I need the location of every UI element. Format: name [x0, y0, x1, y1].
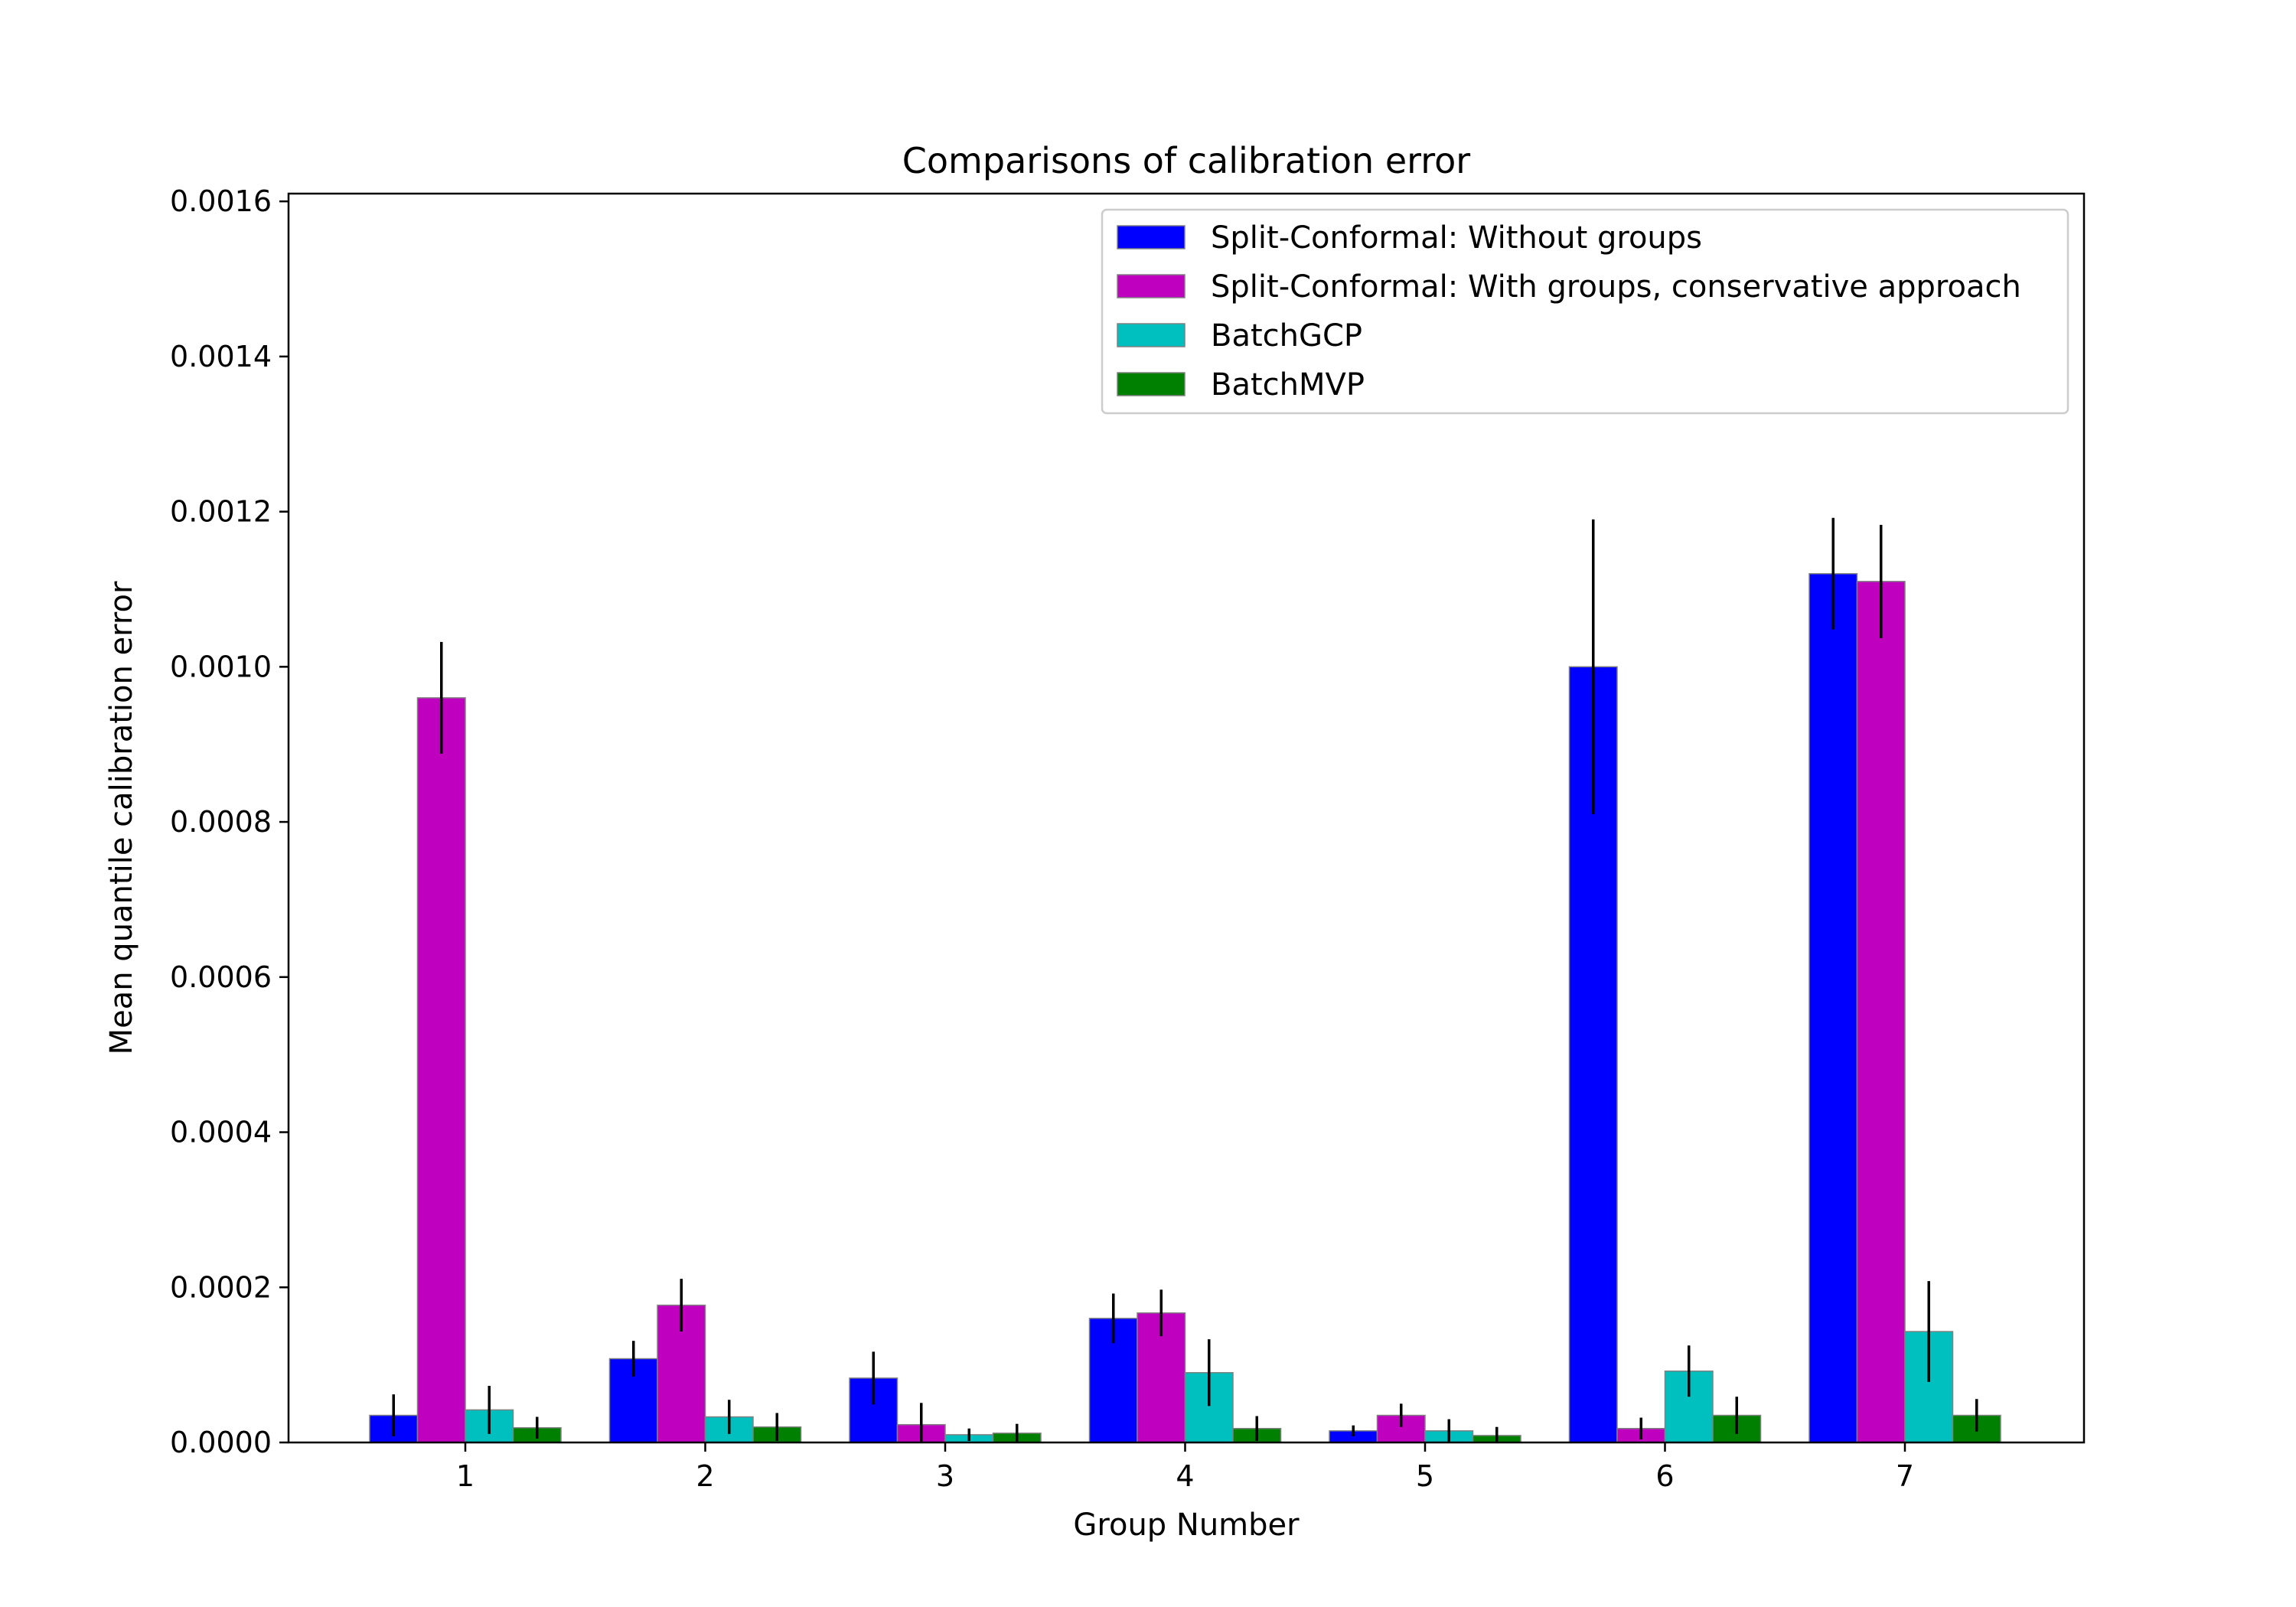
y-tick-label: 0.0006 — [170, 960, 272, 994]
legend-swatch — [1117, 372, 1186, 396]
y-tick-label: 0.0008 — [170, 805, 272, 839]
error-bar-group — [392, 517, 1978, 1442]
plot-frame — [287, 192, 2086, 1444]
x-tick-label: 5 — [1416, 1459, 1434, 1493]
y-tick-label: 0.0002 — [170, 1270, 272, 1304]
y-tick-label: 0.0000 — [170, 1426, 272, 1459]
x-axis-title: Group Number — [1073, 1508, 1300, 1543]
y-tick-label: 0.0014 — [170, 340, 272, 373]
legend-swatch — [1117, 323, 1186, 347]
legend-label: BatchMVP — [1211, 367, 1365, 403]
x-axis-ticks: 1 2 3 4 5 6 7 — [456, 1442, 1914, 1493]
y-tick-label: 0.0016 — [170, 184, 272, 218]
y-tick-label: 0.0004 — [170, 1116, 272, 1149]
bar — [1856, 581, 1906, 1443]
x-tick-label: 3 — [936, 1459, 954, 1493]
legend-swatch — [1117, 274, 1186, 298]
y-axis-title: Mean quantile calibration error — [104, 581, 139, 1054]
y-tick-label: 0.0010 — [170, 650, 272, 683]
bar — [1808, 572, 1858, 1443]
x-tick-label: 6 — [1655, 1459, 1674, 1493]
legend-swatch — [1117, 225, 1186, 249]
x-tick-label: 7 — [1896, 1459, 1914, 1493]
legend-label: Split-Conformal: Without groups — [1211, 220, 1702, 256]
chart-title: Comparisons of calibration error — [902, 140, 1470, 181]
x-tick-label: 4 — [1176, 1459, 1194, 1493]
legend-label: Split-Conformal: With groups, conservati… — [1211, 269, 2021, 305]
y-axis-ticks: 0.0000 0.0002 0.0004 0.0006 0.0008 0.0010 0.00… — [170, 184, 289, 1459]
legend: Split-Conformal: Without groups Split-Con… — [1101, 208, 2069, 415]
x-tick-label: 1 — [456, 1459, 475, 1493]
x-tick-label: 2 — [696, 1459, 714, 1493]
legend-label: BatchGCP — [1211, 318, 1362, 354]
y-tick-label: 0.0012 — [170, 495, 272, 529]
legend-frame — [1101, 208, 2069, 415]
bar — [416, 697, 466, 1443]
